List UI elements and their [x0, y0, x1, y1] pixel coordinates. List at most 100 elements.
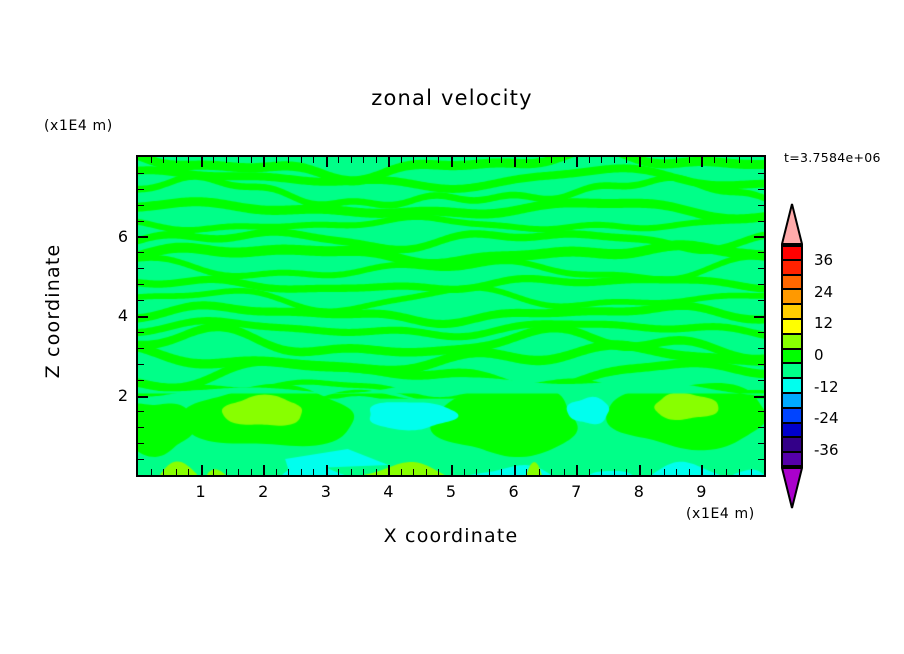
x-tick	[701, 465, 703, 475]
y-tick	[758, 173, 764, 174]
x-tick	[564, 469, 565, 475]
colorbar-tick-label: 36	[814, 250, 834, 269]
colorbar-band	[781, 437, 803, 453]
y-tick	[758, 443, 764, 444]
colorbar-tick-label: -36	[814, 441, 839, 460]
x-tick	[676, 469, 677, 475]
y-tick	[758, 221, 764, 222]
x-tick	[576, 157, 578, 167]
y-tick	[758, 252, 764, 253]
x-tick	[639, 465, 641, 475]
y-tick	[138, 396, 148, 398]
time-annotation: t=3.7584e+06	[784, 150, 881, 165]
x-tick	[413, 157, 414, 163]
x-tick	[739, 157, 740, 163]
colorbar-band	[781, 407, 803, 423]
x-tick	[201, 465, 203, 475]
x-tick	[226, 157, 227, 163]
x-tick	[376, 469, 377, 475]
x-tick	[476, 469, 477, 475]
x-tick-label: 2	[258, 482, 269, 501]
x-tick	[251, 469, 252, 475]
x-tick	[689, 469, 690, 475]
colorbar-band	[781, 452, 803, 467]
y-tick	[138, 459, 144, 460]
y-tick-label: 4	[117, 306, 128, 325]
x-tick	[163, 469, 164, 475]
x-tick-label: 7	[571, 482, 582, 501]
x-tick	[401, 157, 402, 163]
x-tick	[313, 157, 314, 163]
colorbar-tick-label: -12	[814, 377, 839, 396]
x-tick	[388, 465, 390, 475]
x-tick	[739, 469, 740, 475]
x-tick	[251, 157, 252, 163]
y-tick	[758, 459, 764, 460]
x-tick	[689, 157, 690, 163]
colorbar-band	[781, 378, 803, 393]
x-tick	[564, 157, 565, 163]
colorbar-top-cap	[780, 203, 804, 245]
x-tick	[276, 469, 277, 475]
x-tick	[651, 157, 652, 163]
y-tick	[138, 411, 144, 412]
y-tick	[138, 205, 144, 206]
x-tick	[676, 157, 677, 163]
x-tick	[438, 157, 439, 163]
x-tick	[176, 157, 177, 163]
x-tick	[438, 469, 439, 475]
x-tick	[589, 157, 590, 163]
x-tick	[176, 469, 177, 475]
y-tick	[758, 348, 764, 349]
x-tick	[539, 157, 540, 163]
x-tick	[376, 157, 377, 163]
x-tick-label: 9	[696, 482, 707, 501]
colorbar-tick-label: 24	[814, 282, 834, 301]
x-tick-label: 5	[445, 482, 457, 501]
x-tick	[301, 157, 302, 163]
x-tick	[751, 157, 752, 163]
x-tick	[351, 157, 352, 163]
x-tick	[263, 157, 265, 167]
y-tick	[758, 332, 764, 333]
x-tick	[213, 469, 214, 475]
x-tick	[401, 469, 402, 475]
y-tick	[138, 427, 144, 428]
y-tick	[754, 236, 764, 238]
x-tick	[163, 157, 164, 163]
x-tick-label: 3	[320, 482, 331, 501]
colorbar-band	[781, 363, 803, 379]
x-tick	[451, 465, 453, 475]
x-tick	[276, 157, 277, 163]
contour-plot-area	[136, 155, 766, 477]
x-tick	[601, 157, 602, 163]
x-tick	[226, 469, 227, 475]
x-tick	[601, 469, 602, 475]
colorbar-band	[781, 245, 803, 260]
x-tick	[326, 157, 328, 167]
x-tick-label: 6	[508, 482, 519, 501]
x-tick	[338, 157, 339, 163]
x-tick	[751, 469, 752, 475]
x-tick	[476, 157, 477, 163]
x-tick	[464, 157, 465, 163]
y-tick	[758, 205, 764, 206]
x-tick	[188, 157, 189, 163]
x-tick	[451, 157, 453, 167]
x-tick	[464, 469, 465, 475]
x-tick	[589, 469, 590, 475]
y-tick	[758, 189, 764, 190]
y-tick	[138, 221, 144, 222]
y-tick	[138, 443, 144, 444]
x-tick	[764, 157, 766, 167]
y-tick	[754, 396, 764, 398]
x-tick	[501, 157, 502, 163]
contour-field	[138, 157, 764, 475]
x-tick	[526, 469, 527, 475]
x-tick	[326, 465, 328, 475]
x-tick-label: 4	[383, 482, 394, 501]
y-tick	[138, 316, 148, 318]
x-tick	[614, 157, 615, 163]
x-tick	[514, 465, 516, 475]
x-tick	[313, 469, 314, 475]
